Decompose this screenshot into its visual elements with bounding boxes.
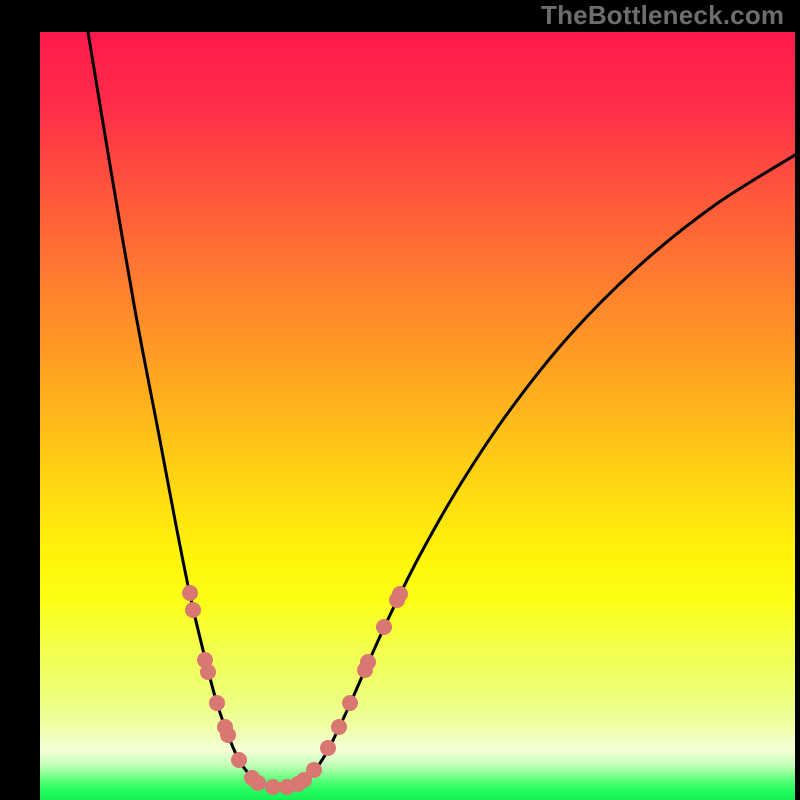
data-marker — [376, 619, 392, 635]
data-marker — [185, 602, 201, 618]
data-marker — [360, 654, 376, 670]
plot-background — [40, 32, 795, 800]
data-marker — [200, 664, 216, 680]
data-marker — [220, 727, 236, 743]
data-marker — [250, 775, 266, 791]
chart-area — [0, 0, 800, 800]
watermark: TheBottleneck.com — [541, 0, 784, 31]
data-marker — [231, 752, 247, 768]
data-marker — [306, 762, 322, 778]
data-marker — [331, 719, 347, 735]
data-marker — [342, 695, 358, 711]
bottleneck-chart — [0, 0, 800, 800]
data-marker — [209, 695, 225, 711]
data-marker — [392, 586, 408, 602]
data-marker — [265, 779, 281, 795]
data-marker — [182, 585, 198, 601]
data-marker — [320, 740, 336, 756]
